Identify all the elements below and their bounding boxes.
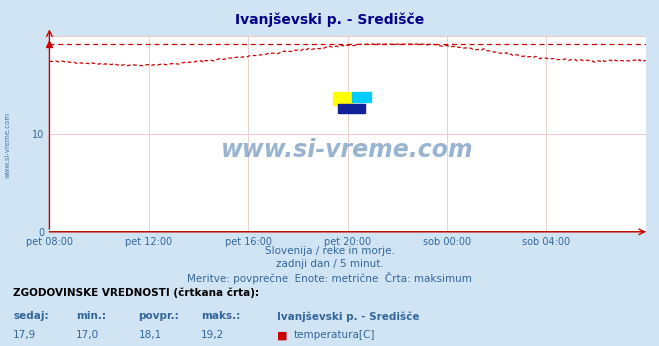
Text: 18,1: 18,1 <box>138 330 161 340</box>
Text: www.si-vreme.com: www.si-vreme.com <box>221 138 474 162</box>
Text: ■: ■ <box>277 330 287 340</box>
Text: 17,0: 17,0 <box>76 330 99 340</box>
Text: min.:: min.: <box>76 311 106 321</box>
Text: Slovenija / reke in morje.: Slovenija / reke in morje. <box>264 246 395 256</box>
Text: zadnji dan / 5 minut.: zadnji dan / 5 minut. <box>275 259 384 269</box>
Text: 19,2: 19,2 <box>201 330 224 340</box>
Text: www.si-vreme.com: www.si-vreme.com <box>5 112 11 179</box>
Text: temperatura[C]: temperatura[C] <box>293 330 375 340</box>
Text: 17,9: 17,9 <box>13 330 36 340</box>
Text: Ivanjševski p. - Središče: Ivanjševski p. - Središče <box>235 12 424 27</box>
Text: sedaj:: sedaj: <box>13 311 49 321</box>
Text: Meritve: povprečne  Enote: metrične  Črta: maksimum: Meritve: povprečne Enote: metrične Črta:… <box>187 272 472 284</box>
Bar <box>339 103 365 113</box>
Bar <box>333 92 352 105</box>
Text: maks.:: maks.: <box>201 311 241 321</box>
Text: Ivanjševski p. - Središče: Ivanjševski p. - Središče <box>277 311 419 322</box>
Text: ZGODOVINSKE VREDNOSTI (črtkana črta):: ZGODOVINSKE VREDNOSTI (črtkana črta): <box>13 287 259 298</box>
Bar <box>352 92 371 102</box>
Text: povpr.:: povpr.: <box>138 311 179 321</box>
